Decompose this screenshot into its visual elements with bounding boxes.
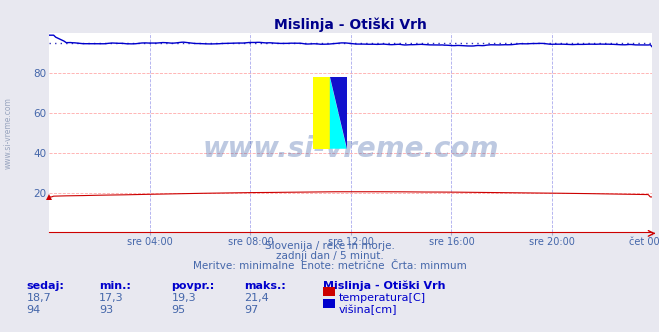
Text: sedaj:: sedaj: xyxy=(26,281,64,290)
Text: Mislinja - Otiški Vrh: Mislinja - Otiški Vrh xyxy=(323,281,445,291)
Text: 93: 93 xyxy=(99,305,113,315)
Polygon shape xyxy=(330,77,347,149)
Title: Mislinja - Otiški Vrh: Mislinja - Otiški Vrh xyxy=(275,18,427,32)
Text: 95: 95 xyxy=(171,305,185,315)
Text: 97: 97 xyxy=(244,305,258,315)
Polygon shape xyxy=(313,77,330,149)
Text: www.si-vreme.com: www.si-vreme.com xyxy=(4,97,13,169)
Text: zadnji dan / 5 minut.: zadnji dan / 5 minut. xyxy=(275,251,384,261)
Text: 17,3: 17,3 xyxy=(99,293,123,303)
Text: 94: 94 xyxy=(26,305,41,315)
Text: 21,4: 21,4 xyxy=(244,293,269,303)
Text: povpr.:: povpr.: xyxy=(171,281,215,290)
Text: 18,7: 18,7 xyxy=(26,293,51,303)
Text: www.si-vreme.com: www.si-vreme.com xyxy=(203,135,499,163)
Polygon shape xyxy=(330,77,347,149)
Text: Slovenija / reke in morje.: Slovenija / reke in morje. xyxy=(264,241,395,251)
Text: maks.:: maks.: xyxy=(244,281,285,290)
Text: temperatura[C]: temperatura[C] xyxy=(339,293,426,303)
Text: višina[cm]: višina[cm] xyxy=(339,305,397,315)
Text: 19,3: 19,3 xyxy=(171,293,196,303)
Text: min.:: min.: xyxy=(99,281,130,290)
Text: Meritve: minimalne  Enote: metrične  Črta: minmum: Meritve: minimalne Enote: metrične Črta:… xyxy=(192,261,467,271)
